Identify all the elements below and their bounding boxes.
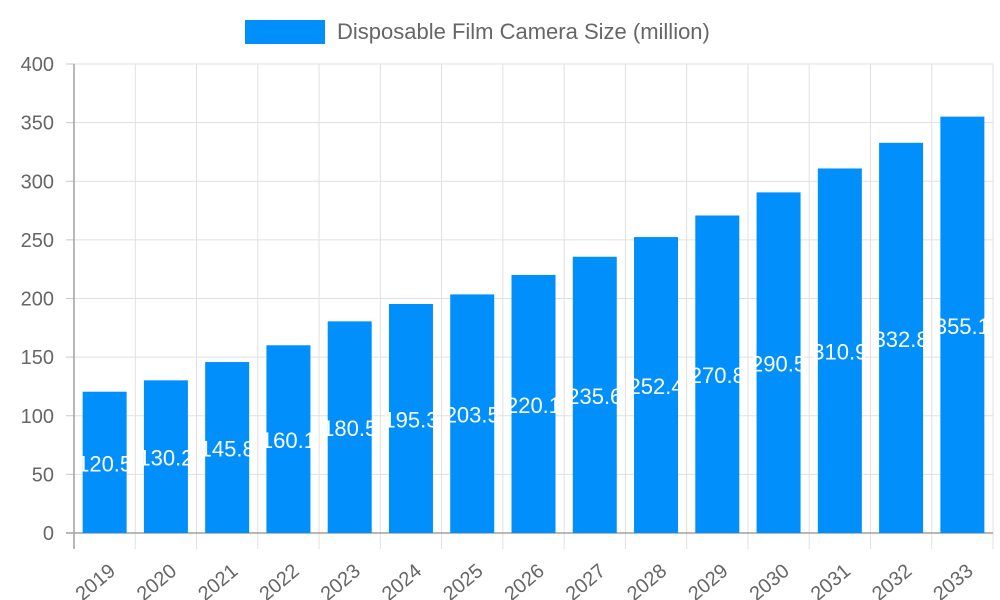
y-tick-label: 400 [21,54,54,76]
bar-value-label: 160.1 [261,428,316,453]
x-tick-label: 2023 [317,560,365,600]
y-tick-label: 100 [21,406,54,428]
x-tick-label: 2029 [684,560,732,600]
bar[interactable] [450,294,495,533]
x-tick-label: 2027 [562,560,610,600]
bar-value-label: 310.9 [812,340,867,365]
bar-value-label: 270.8 [690,363,745,388]
y-tick-label: 0 [43,523,54,545]
chart-legend[interactable]: Disposable Film Camera Size (million) [245,19,710,45]
x-tick-label: 2030 [746,560,794,600]
bar[interactable] [572,256,617,533]
legend-swatch [245,20,325,44]
bar-value-label: 220.1 [506,393,561,418]
bar-value-label: 145.8 [200,437,255,462]
bar[interactable] [756,192,801,534]
x-tick-label: 2022 [255,560,303,600]
bar[interactable] [695,215,740,533]
bar[interactable] [82,391,127,533]
bar[interactable] [205,362,250,533]
x-tick-label: 2028 [623,560,671,600]
bar[interactable] [143,380,188,533]
bar-value-label: 252.4 [629,374,684,399]
bar-value-label: 290.5 [751,352,806,377]
bar[interactable] [879,142,924,534]
x-tick-label: 2020 [133,560,181,600]
x-tick-label: 2021 [194,560,242,600]
bar-value-label: 332.8 [874,327,929,352]
bar[interactable] [266,345,311,533]
bar[interactable] [511,274,556,533]
x-tick-label: 2026 [500,560,548,600]
x-tick-label: 2031 [807,560,855,600]
bar-value-label: 130.2 [138,446,193,471]
x-tick-label: 2033 [929,560,977,600]
bar[interactable] [634,237,679,533]
x-tick-label: 2024 [378,560,426,600]
bar-value-label: 195.3 [383,408,438,433]
y-tick-label: 200 [21,289,54,311]
bar-value-label: 355.1 [935,314,990,339]
y-tick-label: 50 [32,464,54,486]
y-tick-label: 350 [21,113,54,135]
bar[interactable] [388,304,433,533]
x-tick-label: 2025 [439,560,487,600]
bar[interactable] [327,321,372,533]
y-tick-label: 250 [21,230,54,252]
x-tick-label: 2019 [72,560,120,600]
bar-value-label: 120.5 [77,451,132,476]
legend-label: Disposable Film Camera Size (million) [337,19,710,44]
bar[interactable] [940,116,985,533]
y-tick-label: 300 [21,171,54,193]
bar-value-label: 235.6 [567,384,622,409]
bar-value-label: 180.5 [322,416,377,441]
bar[interactable] [817,168,862,533]
y-tick-label: 150 [21,347,54,369]
x-tick-label: 2032 [868,560,916,600]
bar-value-label: 203.5 [445,403,500,428]
